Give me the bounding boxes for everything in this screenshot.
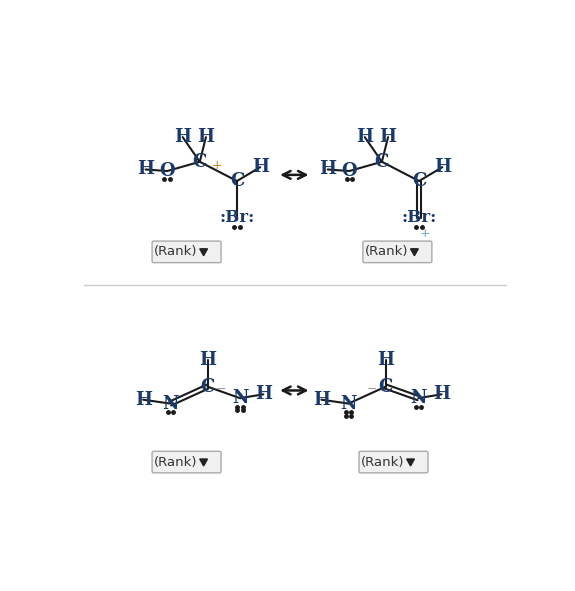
Text: H: H (434, 158, 451, 176)
Text: C: C (193, 153, 207, 171)
Text: C: C (375, 153, 389, 171)
Text: N: N (410, 389, 427, 407)
Text: H: H (252, 158, 269, 176)
Polygon shape (407, 459, 415, 466)
Text: H: H (197, 128, 214, 146)
Text: H: H (433, 385, 450, 403)
Text: H: H (319, 161, 336, 178)
FancyBboxPatch shape (152, 452, 221, 473)
Text: H: H (356, 128, 373, 146)
Text: :Br:: :Br: (219, 209, 255, 226)
Text: N: N (162, 395, 179, 413)
Text: H: H (174, 128, 191, 146)
Text: O: O (342, 162, 357, 180)
FancyBboxPatch shape (359, 452, 428, 473)
Text: +: + (212, 159, 222, 172)
Polygon shape (200, 249, 208, 256)
Text: H: H (137, 161, 154, 178)
Text: (Rank): (Rank) (361, 456, 404, 469)
Text: H: H (377, 350, 394, 369)
Text: H: H (135, 391, 152, 409)
Text: (Rank): (Rank) (365, 245, 408, 258)
Text: (Rank): (Rank) (154, 456, 197, 469)
Text: (Rank): (Rank) (154, 245, 197, 258)
Text: H: H (199, 350, 216, 369)
Text: C: C (230, 172, 244, 190)
Text: C: C (378, 378, 393, 395)
Polygon shape (200, 459, 208, 466)
FancyBboxPatch shape (363, 241, 432, 262)
Text: H: H (380, 128, 397, 146)
Text: C: C (412, 172, 426, 190)
Text: +: + (420, 227, 431, 240)
Text: :Br:: :Br: (401, 209, 436, 226)
FancyBboxPatch shape (152, 241, 221, 262)
Polygon shape (411, 249, 418, 256)
Text: H: H (255, 385, 272, 403)
Text: H: H (313, 391, 330, 409)
Text: O: O (159, 162, 175, 180)
Text: −: − (366, 383, 377, 396)
Text: −: − (216, 383, 227, 396)
Text: N: N (232, 389, 248, 407)
Text: N: N (340, 395, 357, 413)
Text: C: C (200, 378, 214, 395)
